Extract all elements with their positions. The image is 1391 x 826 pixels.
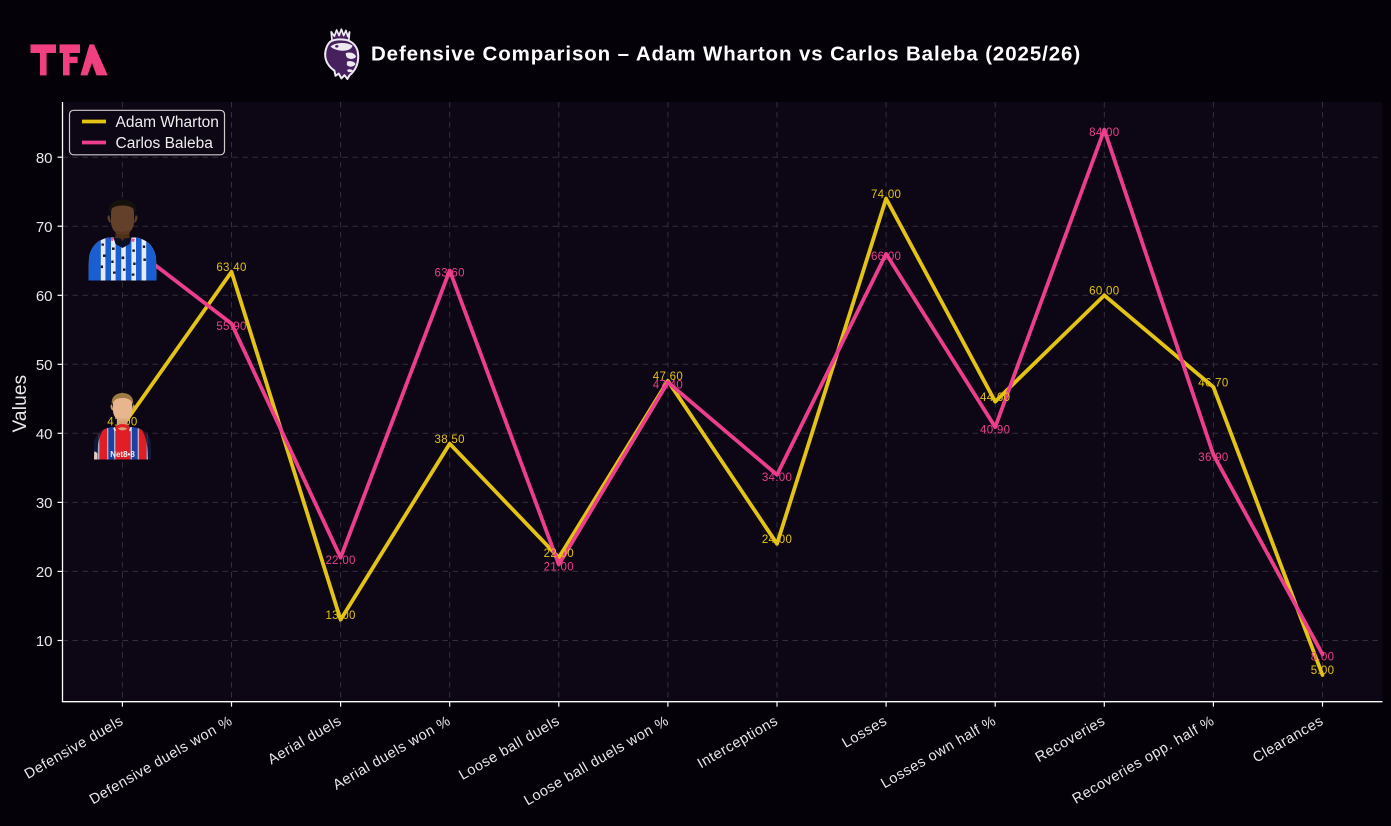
svg-text:47.60: 47.60 <box>653 371 683 383</box>
svg-text:20: 20 <box>36 564 53 581</box>
svg-text:30: 30 <box>36 495 53 512</box>
svg-text:Net8•8: Net8•8 <box>110 450 135 459</box>
svg-text:Carlos Baleba: Carlos Baleba <box>116 135 214 152</box>
svg-text:22.00: 22.00 <box>325 555 355 567</box>
svg-text:13.00: 13.00 <box>325 610 355 622</box>
svg-text:80: 80 <box>36 150 53 167</box>
svg-text:55.90: 55.90 <box>216 321 246 333</box>
svg-text:47.40: 47.40 <box>653 380 683 392</box>
svg-text:34.00: 34.00 <box>762 472 792 484</box>
svg-text:40.90: 40.90 <box>980 424 1010 436</box>
svg-text:46.70: 46.70 <box>1198 377 1228 389</box>
svg-text:60.00: 60.00 <box>1089 286 1119 298</box>
svg-text:38.50: 38.50 <box>435 434 465 446</box>
svg-text:36.90: 36.90 <box>1198 452 1228 464</box>
svg-text:21.00: 21.00 <box>544 562 574 574</box>
svg-text:60: 60 <box>36 288 53 305</box>
svg-text:70: 70 <box>36 219 53 236</box>
svg-text:84.00: 84.00 <box>1089 127 1119 139</box>
svg-text:5.00: 5.00 <box>1311 665 1335 677</box>
svg-text:Values: Values <box>10 375 31 433</box>
svg-text:8.00: 8.00 <box>1311 652 1335 664</box>
svg-text:24.00: 24.00 <box>762 534 792 546</box>
svg-text:74.00: 74.00 <box>871 189 901 201</box>
svg-text:Defensive Comparison – Adam Wh: Defensive Comparison – Adam Wharton vs C… <box>371 43 1081 66</box>
svg-text:40: 40 <box>36 426 53 443</box>
svg-text:63.40: 63.40 <box>216 262 246 274</box>
svg-text:63.60: 63.60 <box>435 268 465 280</box>
svg-text:50: 50 <box>36 357 53 374</box>
svg-text:10: 10 <box>36 633 53 650</box>
svg-text:66.00: 66.00 <box>871 251 901 263</box>
svg-text:Adam Wharton: Adam Wharton <box>116 114 219 131</box>
svg-text:44.60: 44.60 <box>980 392 1010 404</box>
svg-text:22.00: 22.00 <box>544 548 574 560</box>
